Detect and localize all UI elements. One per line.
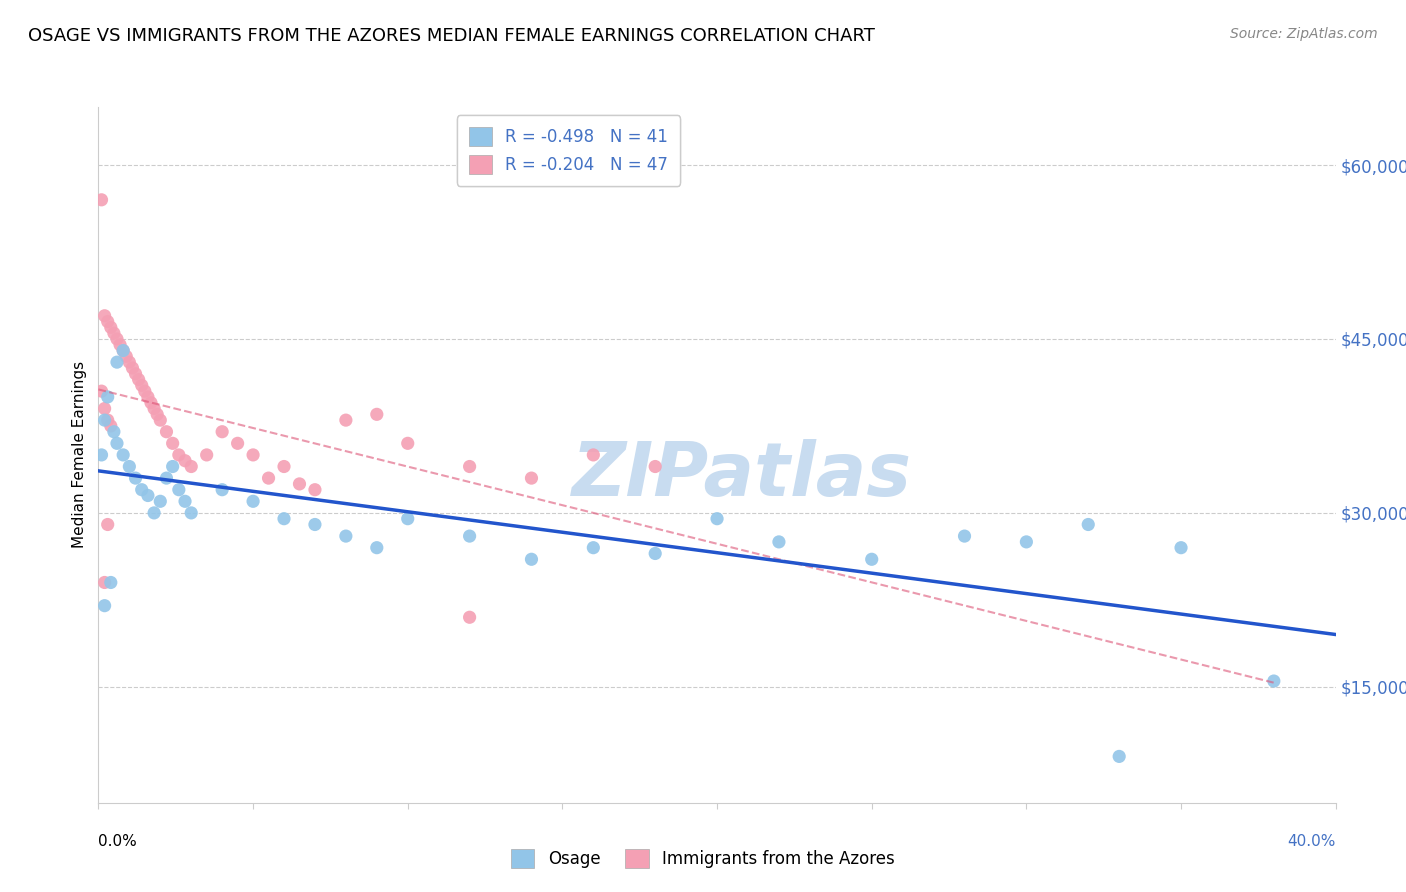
Point bbox=[458, 459, 481, 474]
Point bbox=[174, 453, 197, 467]
Point bbox=[162, 459, 184, 474]
Point bbox=[118, 355, 141, 369]
Point bbox=[143, 506, 166, 520]
Point bbox=[860, 552, 883, 566]
Point bbox=[644, 459, 666, 474]
Point bbox=[1108, 749, 1130, 764]
Point bbox=[112, 343, 135, 358]
Point bbox=[103, 326, 125, 340]
Point bbox=[100, 418, 122, 433]
Point bbox=[304, 517, 326, 532]
Point bbox=[93, 413, 115, 427]
Point bbox=[180, 459, 202, 474]
Point bbox=[139, 395, 162, 409]
Point bbox=[582, 541, 605, 555]
Point bbox=[97, 314, 120, 328]
Point bbox=[131, 378, 153, 392]
Legend: Osage, Immigrants from the Azores: Osage, Immigrants from the Azores bbox=[505, 842, 901, 875]
Point bbox=[108, 337, 131, 351]
Point bbox=[167, 448, 190, 462]
Point bbox=[155, 471, 177, 485]
Point bbox=[105, 332, 128, 346]
Point bbox=[167, 483, 190, 497]
Point bbox=[520, 552, 543, 566]
Y-axis label: Median Female Earnings: Median Female Earnings bbox=[72, 361, 87, 549]
Point bbox=[1015, 534, 1038, 549]
Point bbox=[105, 436, 128, 450]
Text: 0.0%: 0.0% bbox=[98, 834, 138, 849]
Point bbox=[768, 534, 790, 549]
Point bbox=[582, 448, 605, 462]
Point bbox=[304, 483, 326, 497]
Point bbox=[458, 610, 481, 624]
Point bbox=[242, 448, 264, 462]
Point bbox=[520, 471, 543, 485]
Point bbox=[288, 476, 311, 491]
Point bbox=[90, 448, 112, 462]
Point bbox=[396, 511, 419, 525]
Point bbox=[90, 193, 112, 207]
Point bbox=[124, 471, 146, 485]
Text: 40.0%: 40.0% bbox=[1288, 834, 1336, 849]
Point bbox=[273, 511, 295, 525]
Point bbox=[180, 506, 202, 520]
Point bbox=[100, 575, 122, 590]
Point bbox=[335, 529, 357, 543]
Point bbox=[242, 494, 264, 508]
Point bbox=[146, 407, 169, 421]
Point bbox=[226, 436, 249, 450]
Point bbox=[1263, 674, 1285, 689]
Point bbox=[273, 459, 295, 474]
Point bbox=[211, 425, 233, 439]
Point bbox=[174, 494, 197, 508]
Point bbox=[335, 413, 357, 427]
Point bbox=[396, 436, 419, 450]
Text: Source: ZipAtlas.com: Source: ZipAtlas.com bbox=[1230, 27, 1378, 41]
Text: ZIPatlas: ZIPatlas bbox=[572, 439, 912, 512]
Point bbox=[1077, 517, 1099, 532]
Point bbox=[115, 349, 138, 364]
Point bbox=[162, 436, 184, 450]
Text: OSAGE VS IMMIGRANTS FROM THE AZORES MEDIAN FEMALE EARNINGS CORRELATION CHART: OSAGE VS IMMIGRANTS FROM THE AZORES MEDI… bbox=[28, 27, 875, 45]
Point bbox=[149, 413, 172, 427]
Point bbox=[136, 390, 159, 404]
Point bbox=[90, 384, 112, 398]
Point bbox=[121, 360, 143, 375]
Point bbox=[103, 425, 125, 439]
Point bbox=[134, 384, 156, 398]
Point bbox=[93, 575, 115, 590]
Point bbox=[112, 343, 135, 358]
Point bbox=[118, 459, 141, 474]
Point bbox=[124, 367, 146, 381]
Legend: R = -0.498   N = 41, R = -0.204   N = 47: R = -0.498 N = 41, R = -0.204 N = 47 bbox=[457, 115, 681, 186]
Point bbox=[257, 471, 280, 485]
Point bbox=[155, 425, 177, 439]
Point bbox=[100, 320, 122, 334]
Point bbox=[136, 489, 159, 503]
Point bbox=[105, 355, 128, 369]
Point bbox=[366, 541, 388, 555]
Point bbox=[97, 390, 120, 404]
Point bbox=[112, 448, 135, 462]
Point bbox=[366, 407, 388, 421]
Point bbox=[149, 494, 172, 508]
Point bbox=[128, 373, 150, 387]
Point bbox=[211, 483, 233, 497]
Point bbox=[93, 309, 115, 323]
Point bbox=[93, 401, 115, 416]
Point bbox=[1170, 541, 1192, 555]
Point bbox=[143, 401, 166, 416]
Point bbox=[644, 546, 666, 561]
Point bbox=[706, 511, 728, 525]
Point bbox=[458, 529, 481, 543]
Point bbox=[97, 413, 120, 427]
Point bbox=[97, 517, 120, 532]
Point bbox=[195, 448, 218, 462]
Point bbox=[93, 599, 115, 613]
Point bbox=[953, 529, 976, 543]
Point bbox=[131, 483, 153, 497]
